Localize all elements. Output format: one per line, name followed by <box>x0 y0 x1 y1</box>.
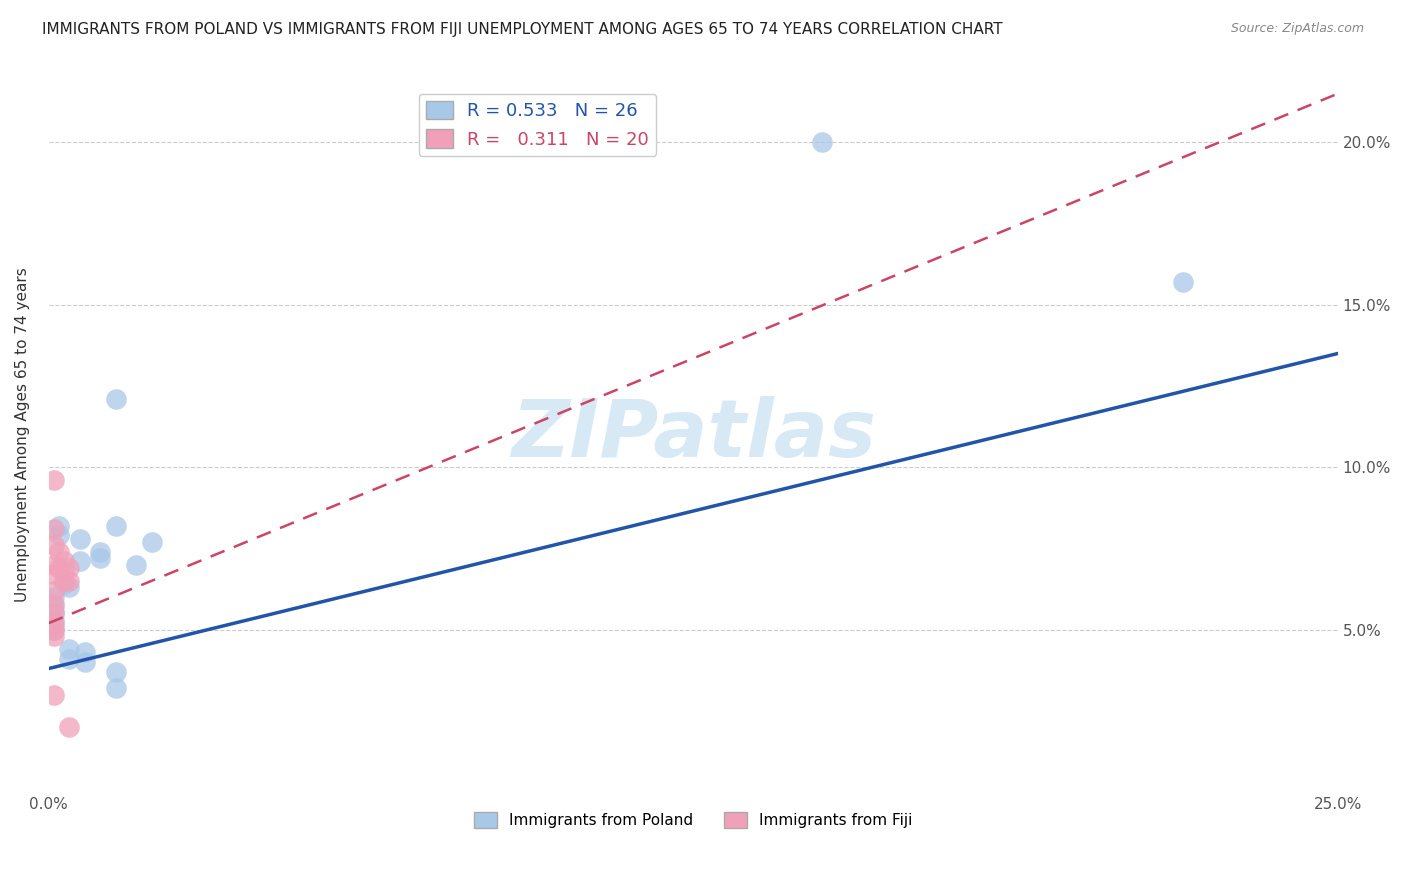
Point <box>58 580 80 594</box>
Point <box>42 558 65 572</box>
Point <box>42 629 65 643</box>
Text: Source: ZipAtlas.com: Source: ZipAtlas.com <box>1230 22 1364 36</box>
Point <box>42 597 65 611</box>
Text: IMMIGRANTS FROM POLAND VS IMMIGRANTS FROM FIJI UNEMPLOYMENT AMONG AGES 65 TO 74 : IMMIGRANTS FROM POLAND VS IMMIGRANTS FRO… <box>42 22 1002 37</box>
Point <box>141 534 163 549</box>
Point <box>811 136 834 150</box>
Point <box>53 554 76 568</box>
Point <box>58 561 80 575</box>
Point <box>42 607 65 621</box>
Point <box>42 538 65 552</box>
Point <box>42 607 65 621</box>
Point <box>69 554 91 568</box>
Point <box>48 561 70 575</box>
Point <box>104 518 127 533</box>
Point <box>1171 275 1194 289</box>
Point <box>58 720 80 734</box>
Point <box>73 645 96 659</box>
Point <box>42 688 65 702</box>
Point <box>42 619 65 633</box>
Point <box>42 567 65 582</box>
Point <box>48 528 70 542</box>
Point <box>89 551 111 566</box>
Point <box>42 473 65 487</box>
Point <box>104 392 127 406</box>
Point <box>42 599 65 614</box>
Point <box>58 574 80 588</box>
Point <box>58 652 80 666</box>
Y-axis label: Unemployment Among Ages 65 to 74 years: Unemployment Among Ages 65 to 74 years <box>15 268 30 602</box>
Point <box>53 577 76 591</box>
Point <box>69 532 91 546</box>
Point <box>53 574 76 588</box>
Point <box>73 655 96 669</box>
Point <box>42 616 65 631</box>
Point <box>42 583 65 598</box>
Text: ZIPatlas: ZIPatlas <box>510 396 876 474</box>
Point <box>42 590 65 604</box>
Point <box>89 544 111 558</box>
Point <box>42 522 65 536</box>
Point <box>42 613 65 627</box>
Point <box>48 518 70 533</box>
Legend: Immigrants from Poland, Immigrants from Fiji: Immigrants from Poland, Immigrants from … <box>468 806 918 834</box>
Point <box>48 544 70 558</box>
Point <box>104 681 127 695</box>
Point <box>125 558 148 572</box>
Point <box>42 623 65 637</box>
Point <box>53 564 76 578</box>
Point <box>42 623 65 637</box>
Point <box>104 665 127 679</box>
Point <box>58 642 80 657</box>
